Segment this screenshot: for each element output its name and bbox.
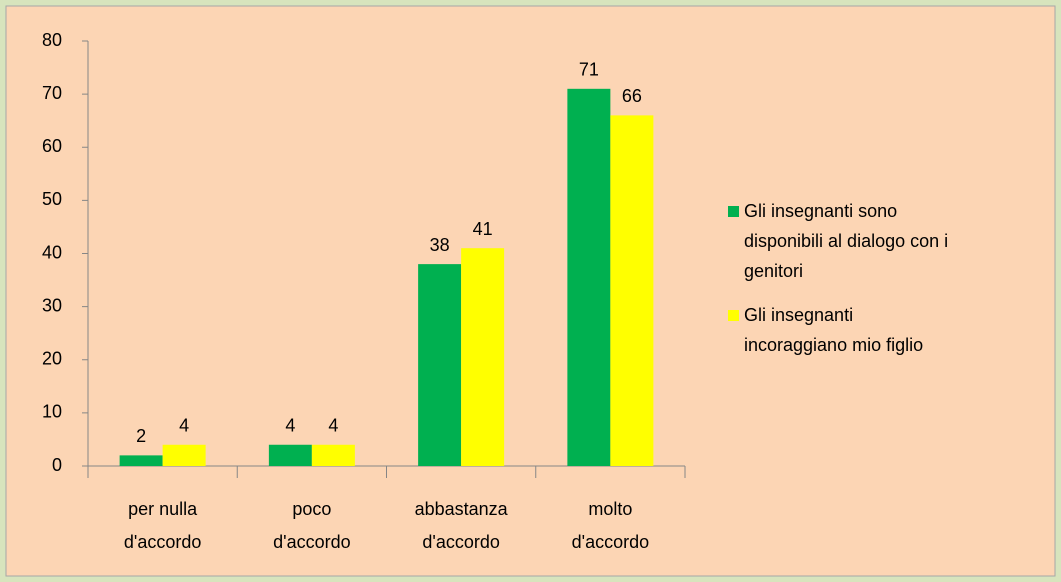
y-tick-label: 20 [42, 349, 62, 369]
legend-label: Gli insegnanti incoraggiano mio figlio [744, 305, 924, 355]
x-tick-label-line: d'accordo [422, 532, 499, 552]
legend-label: Gli insegnanti sono disponibili al dialo… [744, 201, 949, 281]
y-tick-label: 0 [52, 455, 62, 475]
x-tick-label-line: poco [292, 499, 331, 519]
x-tick-label: per nulla d'accordo [124, 499, 201, 552]
x-tick-label-line: abbastanza [415, 499, 509, 519]
legend-swatch [728, 206, 739, 217]
value-label: 4 [179, 416, 189, 436]
bar [162, 444, 206, 466]
x-tick-label-line: d'accordo [572, 532, 649, 552]
bar [567, 88, 611, 466]
x-tick-label-line: d'accordo [124, 532, 201, 552]
x-tick-label-line: molto [588, 499, 632, 519]
value-label: 71 [579, 60, 599, 80]
x-tick-label: molto d'accordo [572, 499, 649, 552]
bar [461, 248, 505, 466]
value-label: 2 [136, 426, 146, 446]
bar [418, 264, 462, 466]
y-tick-label: 10 [42, 402, 62, 422]
bar [268, 444, 312, 466]
legend-item: Gli insegnanti incoraggiano mio figlio [728, 300, 958, 360]
x-tick-label: abbastanza d'accordo [415, 499, 509, 552]
value-label: 38 [430, 235, 450, 255]
x-tick-label-line: d'accordo [273, 532, 350, 552]
y-tick-label: 50 [42, 189, 62, 209]
x-tick-label-line: per nulla [128, 499, 198, 519]
bar [311, 444, 355, 466]
y-tick-label: 60 [42, 136, 62, 156]
legend: Gli insegnanti sono disponibili al dialo… [728, 196, 958, 374]
bar [119, 455, 163, 466]
legend-item: Gli insegnanti sono disponibili al dialo… [728, 196, 958, 286]
y-tick-label: 30 [42, 295, 62, 315]
y-tick-label: 40 [42, 242, 62, 262]
y-tick-label: 80 [42, 30, 62, 50]
legend-swatch [728, 310, 739, 321]
chart-area [5, 5, 1056, 577]
value-label: 41 [473, 219, 493, 239]
value-label: 66 [622, 86, 642, 106]
x-tick-label: poco d'accordo [273, 499, 350, 552]
bar [610, 115, 654, 466]
value-label: 4 [328, 416, 338, 436]
value-label: 4 [285, 416, 295, 436]
y-tick-label: 70 [42, 83, 62, 103]
